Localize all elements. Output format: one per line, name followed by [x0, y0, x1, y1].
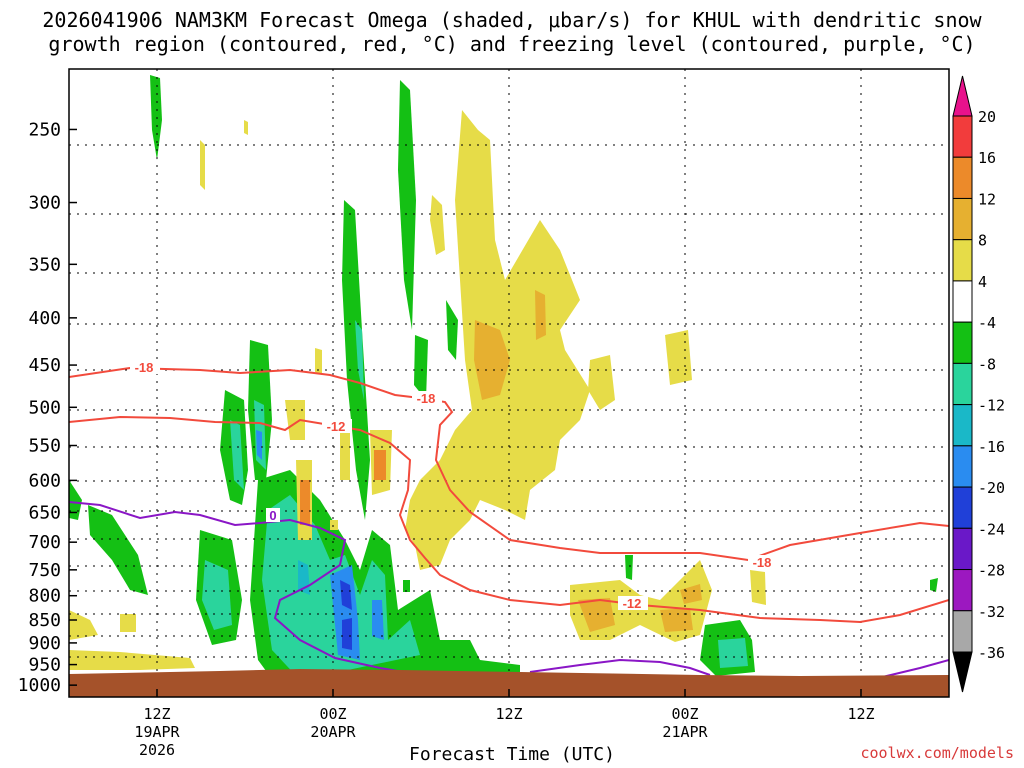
- credit-text: coolwx.com/models: [860, 744, 1014, 762]
- contour-label: 0: [269, 508, 276, 523]
- y-tick-label: 500: [28, 397, 61, 418]
- y-tick-label: 400: [28, 308, 61, 329]
- colorbar-label: -24: [978, 520, 1005, 538]
- y-tick-label: 250: [28, 119, 61, 140]
- x-tick-date: 20APR: [310, 723, 356, 741]
- x-tick-label: 12Z: [143, 705, 170, 723]
- colorbar-bin: [952, 445, 973, 488]
- contour-label: -12: [327, 419, 346, 434]
- y-tick-label: 450: [28, 355, 61, 376]
- colorbar-label: -36: [978, 644, 1005, 662]
- omega-shading-downward: [69, 110, 766, 670]
- colorbar-label: 4: [978, 273, 987, 291]
- x-tick-label: 12Z: [847, 705, 874, 723]
- colorbar-bin: [952, 569, 973, 612]
- colorbar-bin: [952, 280, 973, 323]
- colorbar-bin: [952, 486, 973, 529]
- colorbar-label: -8: [978, 355, 996, 373]
- y-tick-label: 800: [28, 586, 61, 607]
- colorbar-bottom-arrow: [952, 651, 973, 693]
- terrain: [69, 669, 949, 697]
- y-tick-label: 850: [28, 610, 61, 631]
- omega-shading-upward: [69, 75, 938, 690]
- colorbar-label: 20: [978, 108, 996, 126]
- x-tick-label: 00Z: [319, 705, 346, 723]
- colorbar-label: -12: [978, 397, 1005, 415]
- colorbar-bin: [952, 156, 973, 199]
- colorbar-label: 16: [978, 149, 996, 167]
- y-tick-label: 900: [28, 633, 61, 654]
- colorbar-label: -28: [978, 562, 1005, 580]
- y-tick-label: 950: [28, 655, 61, 676]
- time-grid: [156, 69, 862, 697]
- colorbar-label: -16: [978, 438, 1005, 456]
- y-tick-label: 350: [28, 254, 61, 275]
- y-tick-label: 750: [28, 560, 61, 581]
- colorbar-bin: [952, 239, 973, 282]
- chart-title-line1: 2026041906 NAM3KM Forecast Omega (shaded…: [42, 8, 982, 32]
- colorbar-bin: [952, 527, 973, 571]
- colorbar-label: 12: [978, 190, 996, 208]
- colorbar-bin: [952, 610, 973, 653]
- y-tick-label: 650: [28, 502, 61, 523]
- colorbar-label: -20: [978, 479, 1005, 497]
- colorbar: 20 16 12 8 4 -4 -8 -12 -16 -20 -24 -28 -32 -36: [952, 75, 1005, 693]
- colorbar-bin: [952, 362, 973, 406]
- x-tick-year: 2026: [139, 741, 175, 759]
- contour-label: -18: [753, 555, 772, 570]
- colorbar-label: -32: [978, 603, 1005, 621]
- colorbar-bin: [952, 404, 973, 447]
- x-axis-title: Forecast Time (UTC): [409, 744, 615, 765]
- contour-label: -12: [623, 596, 642, 611]
- colorbar-bin: [952, 197, 973, 241]
- y-tick-label: 700: [28, 532, 61, 553]
- x-tick-date: 19APR: [134, 723, 180, 741]
- x-tick-date: 21APR: [662, 723, 708, 741]
- colorbar-label: -4: [978, 314, 996, 332]
- y-tick-label: 1000: [18, 675, 61, 696]
- colorbar-bin: [952, 321, 973, 364]
- x-tick-label: 12Z: [495, 705, 522, 723]
- colorbar-bin: [952, 115, 973, 158]
- contour-label: -18: [417, 391, 436, 406]
- colorbar-label: 8: [978, 232, 987, 250]
- contour-label: -18: [135, 360, 154, 375]
- colorbar-top-arrow: [952, 75, 973, 117]
- y-tick-label: 600: [28, 470, 61, 491]
- chart-title-line2: growth region (contoured, red, °C) and f…: [48, 32, 976, 56]
- x-tick-label: 00Z: [671, 705, 698, 723]
- y-tick-label: 300: [28, 193, 61, 214]
- y-axis: 2503003504004505005506006507007508008509…: [18, 119, 77, 696]
- y-tick-label: 550: [28, 436, 61, 457]
